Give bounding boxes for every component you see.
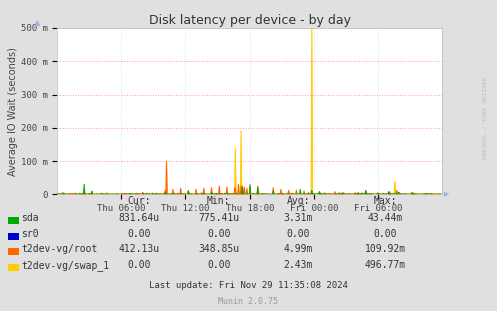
Text: 43.44m: 43.44m [368,213,403,223]
Text: 831.64u: 831.64u [119,213,160,223]
Text: 3.31m: 3.31m [283,213,313,223]
Text: 348.85u: 348.85u [198,244,239,254]
Text: sda: sda [21,213,39,223]
Text: t2dev-vg/root: t2dev-vg/root [21,244,98,254]
Text: 0.00: 0.00 [127,229,151,239]
Text: 4.99m: 4.99m [283,244,313,254]
Text: 0.00: 0.00 [127,260,151,270]
Text: 0.00: 0.00 [207,229,231,239]
Text: Cur:: Cur: [127,196,151,206]
Text: 0.00: 0.00 [207,260,231,270]
Text: 412.13u: 412.13u [119,244,160,254]
Y-axis label: Average IO Wait (seconds): Average IO Wait (seconds) [8,47,18,176]
Text: RRDTOOL / TOBI OETIKER: RRDTOOL / TOBI OETIKER [482,77,487,160]
Text: sr0: sr0 [21,229,39,239]
Text: 0.00: 0.00 [286,229,310,239]
Text: Max:: Max: [373,196,397,206]
Text: Munin 2.0.75: Munin 2.0.75 [219,297,278,306]
Text: Last update: Fri Nov 29 11:35:08 2024: Last update: Fri Nov 29 11:35:08 2024 [149,281,348,290]
Text: 0.00: 0.00 [373,229,397,239]
Text: 775.41u: 775.41u [198,213,239,223]
Text: 496.77m: 496.77m [365,260,406,270]
Text: t2dev-vg/swap_1: t2dev-vg/swap_1 [21,260,109,271]
Text: 2.43m: 2.43m [283,260,313,270]
Text: Min:: Min: [207,196,231,206]
Text: 109.92m: 109.92m [365,244,406,254]
Text: Avg:: Avg: [286,196,310,206]
Text: ▶: ▶ [444,191,449,197]
Title: Disk latency per device - by day: Disk latency per device - by day [149,14,351,27]
Text: ▲: ▲ [34,18,41,27]
